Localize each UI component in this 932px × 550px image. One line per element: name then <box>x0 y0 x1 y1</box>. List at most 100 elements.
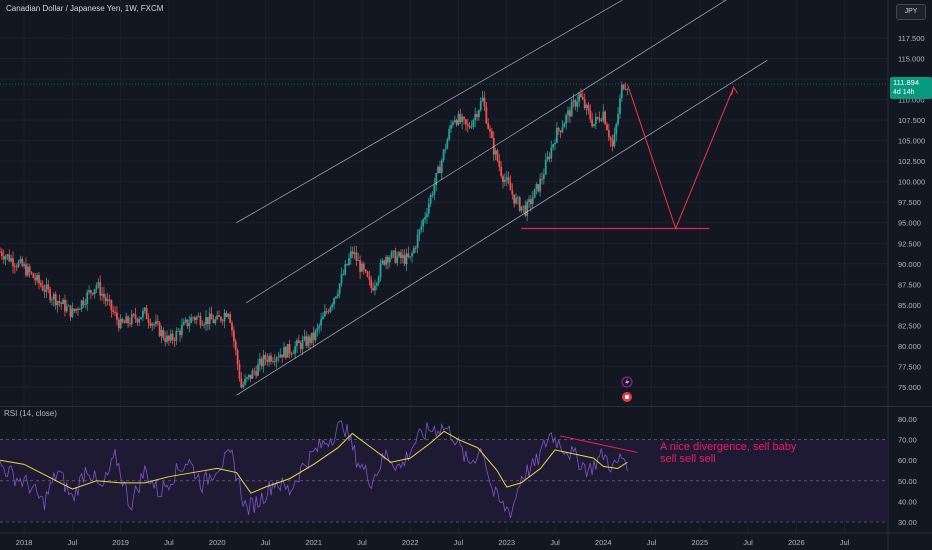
candle-body <box>173 340 176 342</box>
symbol-title: Canadian Dollar / Japanese Yen, 1W, FXCM <box>6 4 164 13</box>
candle-body <box>619 98 621 114</box>
candle-body <box>533 188 536 199</box>
candle-body <box>110 299 113 311</box>
candle-body <box>177 330 180 332</box>
candle-body <box>305 336 308 346</box>
rsi-axis[interactable]: 80.00 70.00 60.00 50.00 40.00 30.00 <box>898 415 917 527</box>
candle-body <box>528 199 530 202</box>
candle-body <box>8 254 11 262</box>
candle-body <box>344 264 347 275</box>
candle-body <box>500 166 503 176</box>
candle-body <box>457 114 460 125</box>
candle-body <box>316 327 319 331</box>
candle-body <box>142 310 144 318</box>
candle-body <box>388 258 391 263</box>
candle-body <box>526 201 529 216</box>
candle-body <box>127 316 129 324</box>
candle-body <box>355 252 358 261</box>
candle-body <box>75 308 78 311</box>
candle-body <box>374 285 376 291</box>
candle-body <box>310 332 313 343</box>
candle-body <box>416 234 419 248</box>
candle-body <box>32 273 35 279</box>
candle-body <box>518 197 521 211</box>
candle-body <box>292 353 295 355</box>
price-tick-label: 110.000 <box>898 96 925 105</box>
candle-body <box>329 306 332 312</box>
candle-body <box>19 258 22 262</box>
candle-body <box>346 264 349 265</box>
candle-body <box>531 198 534 205</box>
candle-body <box>570 101 573 117</box>
panel-divider[interactable] <box>0 406 932 407</box>
candle-body <box>271 361 274 362</box>
candle-body <box>453 120 456 123</box>
candle-body <box>591 119 594 127</box>
candle-body <box>594 117 597 124</box>
candle-body <box>507 177 510 183</box>
time-tick-label: 2019 <box>112 538 129 547</box>
candle-body <box>422 219 425 227</box>
candle-body <box>219 316 222 321</box>
candle-body <box>205 317 207 325</box>
candle-body <box>28 266 31 273</box>
candle-body <box>117 319 120 329</box>
candle-body <box>58 301 61 303</box>
candle-body <box>490 131 493 139</box>
candle-body <box>199 315 202 325</box>
candle-body <box>607 130 610 138</box>
currency-button[interactable]: JPY <box>896 4 926 20</box>
candle-body <box>270 355 272 362</box>
candle-body <box>299 343 302 350</box>
candle-body <box>617 113 620 125</box>
candle-body <box>195 316 198 320</box>
candle-body <box>375 283 378 286</box>
candle-body <box>231 322 233 331</box>
price-tick-label: 90.000 <box>898 260 921 269</box>
candle-body <box>429 194 432 204</box>
candle-body <box>236 350 239 365</box>
candle-body <box>418 229 421 235</box>
time-tick-label: Jul <box>261 538 271 547</box>
price-axis[interactable]: 117.500115.000112.500110.000107.500105.0… <box>890 34 932 392</box>
candle-body <box>576 101 579 107</box>
divergence-line <box>559 435 638 453</box>
candle-body <box>234 341 237 351</box>
candle-body <box>325 311 328 312</box>
rsi-title: RSI (14, close) <box>4 409 57 418</box>
candle-body <box>333 298 336 305</box>
channel-lower-line <box>236 59 768 396</box>
candle-body <box>604 111 607 125</box>
candle-body <box>541 178 543 180</box>
candle-body <box>36 275 39 281</box>
candle-body <box>106 299 109 302</box>
candle-body <box>338 283 341 294</box>
candle-body <box>77 308 79 310</box>
candle-body <box>155 321 157 325</box>
candle-body <box>184 319 187 322</box>
candle-body <box>455 120 458 125</box>
candle-body <box>281 354 284 358</box>
candle-body <box>613 134 616 147</box>
candle-body <box>193 317 196 320</box>
candle-body <box>446 139 449 149</box>
candle-body <box>242 384 245 388</box>
candle-body <box>426 213 428 218</box>
candle-body <box>322 316 324 320</box>
time-axis[interactable]: 2018 Jul 2019 Jul 2020 Jul 2021 Jul 2022 Jul 2023 J… <box>16 538 850 547</box>
candle-body <box>49 289 52 301</box>
time-tick-label: 2023 <box>498 538 515 547</box>
rsi-ma-line <box>0 430 628 494</box>
candle-body <box>390 251 393 259</box>
candle-body <box>266 359 269 362</box>
candle-body <box>69 305 72 317</box>
channel-middle-line <box>245 0 727 304</box>
rsi-tick-label: 40.00 <box>898 497 917 506</box>
candle-body <box>574 100 577 107</box>
candle-body <box>288 344 291 354</box>
candle-body <box>529 199 532 205</box>
candle-body <box>43 290 46 292</box>
candle-body <box>520 206 523 211</box>
candle-body <box>125 316 128 324</box>
